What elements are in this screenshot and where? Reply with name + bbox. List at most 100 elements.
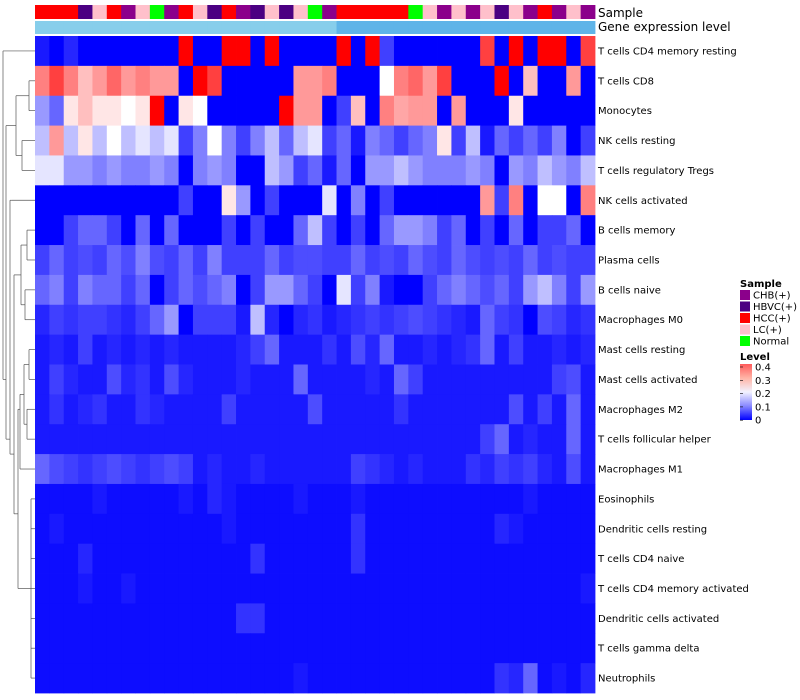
heatmap-cell: [121, 454, 136, 485]
heatmap-cell: [135, 424, 151, 455]
expression-annotation-cell: [63, 21, 79, 34]
heatmap-cell: [508, 364, 524, 395]
heatmap-cell: [293, 633, 309, 664]
heatmap-cell: [350, 274, 366, 306]
heatmap-cell: [92, 185, 108, 216]
heatmap-cell: [379, 483, 395, 515]
heatmap-cell: [465, 125, 481, 156]
heatmap-cell: [408, 663, 424, 694]
heatmap-cell: [121, 185, 136, 216]
heatmap-cell: [178, 125, 194, 156]
heatmap-cell: [350, 155, 366, 186]
heatmap-cell: [408, 424, 424, 455]
heatmap-cell: [49, 543, 65, 574]
heatmap-cell: [293, 513, 309, 545]
expression-annotation-cell: [293, 21, 309, 34]
heatmap-cell: [236, 274, 251, 306]
heatmap-cell: [379, 454, 395, 485]
heatmap-cell: [365, 573, 381, 604]
heatmap-cell: [580, 36, 596, 67]
heatmap-cell: [437, 573, 452, 604]
heatmap-cell: [350, 424, 366, 455]
heatmap-cell: [451, 454, 467, 485]
heatmap-cell: [537, 36, 553, 67]
legend-level-tick-label: 0: [755, 416, 761, 427]
expression-annotation-cell: [336, 21, 352, 34]
heatmap-cell: [221, 603, 237, 634]
heatmap-cell: [393, 36, 409, 67]
heatmap-cell: [164, 573, 179, 604]
heatmap-cell: [149, 155, 165, 186]
heatmap-cell: [207, 543, 223, 574]
heatmap-cell: [393, 65, 409, 97]
heatmap-cell: [422, 215, 438, 246]
heatmap-cell: [566, 543, 582, 574]
heatmap-cell: [494, 185, 510, 216]
heatmap-cell: [551, 155, 567, 186]
heatmap-cell: [293, 454, 309, 485]
sample-annotation-cell: [63, 5, 79, 19]
heatmap-cell: [408, 125, 424, 156]
heatmap-cell: [293, 364, 309, 395]
heatmap-cell: [178, 95, 194, 126]
heatmap-cell: [63, 36, 79, 67]
heatmap-cell: [480, 245, 495, 276]
heatmap-cell: [250, 454, 266, 485]
heatmap-cell: [494, 155, 510, 186]
legend-swatch: [740, 301, 750, 312]
heatmap-cell: [49, 513, 65, 545]
heatmap-cell: [437, 65, 452, 97]
heatmap-cell: [149, 603, 165, 634]
heatmap-cell: [149, 394, 165, 425]
heatmap-cell: [408, 633, 424, 664]
heatmap-cell: [293, 155, 309, 186]
heatmap-cell: [437, 215, 452, 246]
heatmap-cell: [49, 424, 65, 455]
heatmap-cell: [63, 185, 79, 216]
heatmap-cell: [537, 364, 553, 395]
heatmap-cell: [365, 125, 381, 156]
heatmap-cell: [480, 483, 495, 515]
heatmap-cell: [451, 125, 467, 156]
heatmap-cell: [480, 304, 495, 336]
heatmap-cell: [365, 95, 381, 126]
heatmap-cell: [508, 513, 524, 545]
heatmap-cell: [379, 125, 395, 156]
heatmap-cell: [192, 543, 208, 574]
heatmap-cell: [379, 274, 395, 306]
heatmap-cell: [451, 155, 467, 186]
heatmap-cell: [78, 394, 93, 425]
heatmap-cell: [279, 394, 294, 425]
heatmap-cell: [178, 513, 194, 545]
heatmap-cell: [336, 573, 352, 604]
heatmap-cell: [566, 36, 582, 67]
heatmap-cell: [121, 95, 136, 126]
heatmap-cell: [106, 274, 122, 306]
heatmap-cell: [192, 513, 208, 545]
heatmap-cell: [106, 663, 122, 694]
legend-level-tick-label: 0.2: [755, 389, 771, 400]
heatmap-cell: [480, 424, 495, 455]
heatmap-cell: [49, 633, 65, 664]
heatmap-cell: [121, 424, 136, 455]
heatmap-cell: [164, 95, 179, 126]
heatmap-cell: [106, 543, 122, 574]
heatmap-cell: [250, 364, 266, 395]
heatmap-cell: [393, 155, 409, 186]
heatmap-cell: [350, 364, 366, 395]
heatmap-cell: [106, 364, 122, 395]
heatmap-cell: [178, 454, 194, 485]
heatmap-cell: [523, 663, 538, 694]
heatmap-cell: [551, 454, 567, 485]
heatmap-cell: [465, 334, 481, 365]
heatmap-cell: [350, 245, 366, 276]
heatmap-cell: [250, 483, 266, 515]
heatmap-cell: [523, 274, 538, 306]
heatmap-cell: [164, 364, 179, 395]
heatmap-cell: [508, 245, 524, 276]
heatmap-cell: [279, 36, 294, 67]
heatmap-cell: [480, 633, 495, 664]
heatmap-cell: [307, 483, 323, 515]
heatmap-cell: [92, 483, 108, 515]
heatmap-cell: [508, 185, 524, 216]
